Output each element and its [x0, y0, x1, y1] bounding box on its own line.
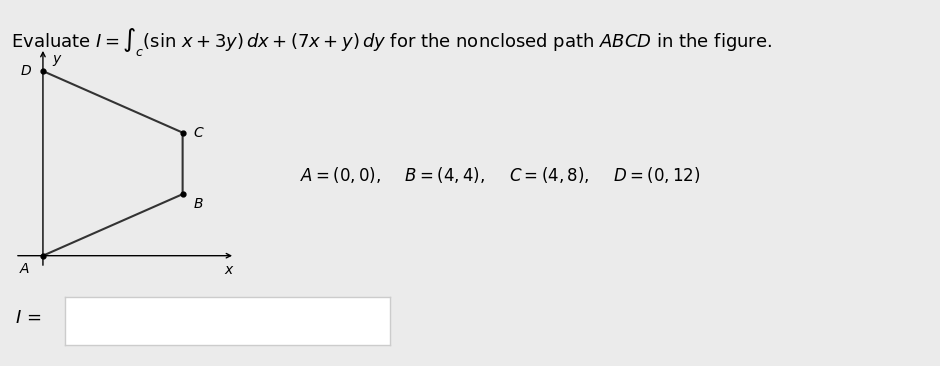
- Text: $A = (0,0),$    $B = (4,4),$    $C = (4,8),$    $D = (0,12)$: $A = (0,0),$ $B = (4,4),$ $C = (4,8),$ $…: [300, 165, 700, 185]
- Text: $D$: $D$: [21, 64, 33, 78]
- Text: $x$: $x$: [225, 264, 235, 277]
- Text: $A$: $A$: [20, 262, 31, 276]
- Text: $C$: $C$: [193, 126, 205, 139]
- Text: Evaluate $\mathit{I} = \int_c(\sin\,x + 3y)\,dx + (7x + y)\,dy$ for the nonclose: Evaluate $\mathit{I} = \int_c(\sin\,x + …: [11, 26, 773, 57]
- Text: $I\,=$: $I\,=$: [15, 309, 42, 327]
- Text: $B$: $B$: [193, 197, 204, 211]
- Text: $y$: $y$: [52, 53, 62, 68]
